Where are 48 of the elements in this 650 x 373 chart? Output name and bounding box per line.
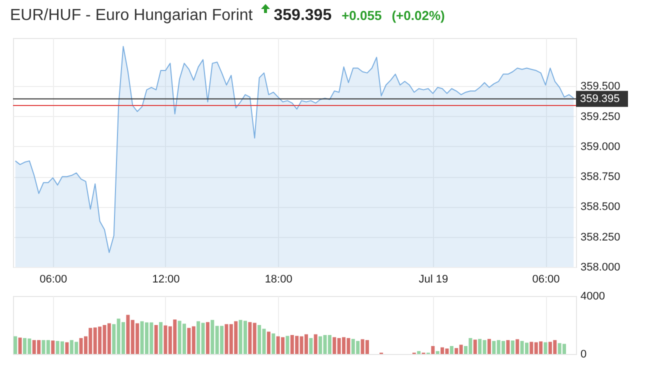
y-tick-label: 359.500	[580, 80, 620, 93]
bar	[487, 338, 491, 354]
y-tick-label: 359.000	[580, 140, 620, 153]
bar	[159, 322, 163, 354]
y-tick-label: 358.000	[580, 262, 620, 274]
ref-line-label: 359.395	[580, 92, 620, 105]
bar	[14, 336, 18, 354]
bar	[510, 340, 514, 354]
y-tick-label: 358.500	[580, 201, 620, 214]
x-tick-label: 18:00	[264, 274, 292, 286]
text: (+0.02%)	[392, 8, 445, 23]
x-tick-label: Jul 19	[418, 274, 448, 286]
bar	[266, 332, 270, 354]
bar	[243, 320, 247, 354]
y-tick-label: 358.750	[580, 171, 620, 184]
bar	[450, 346, 454, 354]
text: +0.055	[342, 8, 382, 23]
bar	[309, 338, 313, 354]
x-tick-label: 12:00	[152, 274, 180, 286]
bar	[272, 333, 276, 354]
bar	[365, 340, 369, 354]
y-tick-label: 359.250	[580, 110, 620, 123]
bar	[431, 346, 435, 354]
bar	[154, 325, 158, 354]
bar	[417, 351, 421, 354]
y-tick-label: 0	[580, 348, 587, 360]
bar	[440, 347, 444, 354]
bar	[314, 334, 318, 354]
bar	[436, 351, 440, 354]
y-tick-label: 358.250	[580, 231, 620, 244]
bar	[18, 338, 22, 354]
chart-title: EUR/HUF - Euro Hungarian Forint	[10, 7, 253, 25]
bar	[506, 340, 510, 354]
bar	[206, 322, 210, 354]
text: 359.395	[274, 7, 332, 25]
bar	[182, 324, 186, 354]
y-tick-label: 4000	[580, 290, 605, 302]
x-tick-label: 06:00	[40, 274, 68, 286]
bar	[544, 342, 548, 354]
bar	[318, 336, 322, 354]
bar	[286, 336, 290, 354]
bar	[524, 342, 528, 354]
bar	[51, 340, 55, 354]
bar	[473, 340, 477, 354]
x-tick-label: 06:00	[532, 274, 560, 286]
bar	[304, 334, 308, 354]
bar	[516, 339, 520, 354]
bar	[65, 342, 69, 354]
